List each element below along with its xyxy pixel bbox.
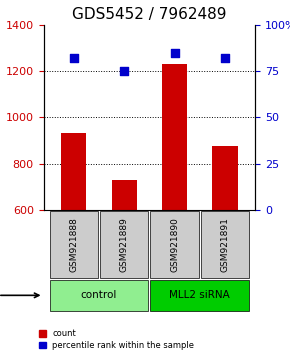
Text: GSM921889: GSM921889 [120, 217, 129, 272]
Text: control: control [81, 290, 117, 300]
Point [172, 50, 177, 55]
Bar [112, 180, 137, 210]
Text: agent: agent [0, 290, 39, 300]
FancyBboxPatch shape [201, 211, 249, 278]
FancyBboxPatch shape [150, 280, 249, 311]
Point [71, 55, 76, 61]
Bar [212, 146, 238, 210]
FancyBboxPatch shape [100, 211, 148, 278]
FancyBboxPatch shape [50, 280, 148, 311]
Text: MLL2 siRNA: MLL2 siRNA [169, 290, 230, 300]
Text: GSM921888: GSM921888 [69, 217, 78, 272]
Point [223, 55, 227, 61]
Point [122, 68, 126, 74]
Title: GDS5452 / 7962489: GDS5452 / 7962489 [72, 7, 226, 22]
Bar [162, 64, 187, 210]
Text: GSM921890: GSM921890 [170, 217, 179, 272]
Text: GSM921891: GSM921891 [220, 217, 229, 272]
Bar [61, 133, 86, 210]
FancyBboxPatch shape [50, 211, 98, 278]
FancyBboxPatch shape [150, 211, 199, 278]
Legend: count, percentile rank within the sample: count, percentile rank within the sample [39, 329, 194, 350]
